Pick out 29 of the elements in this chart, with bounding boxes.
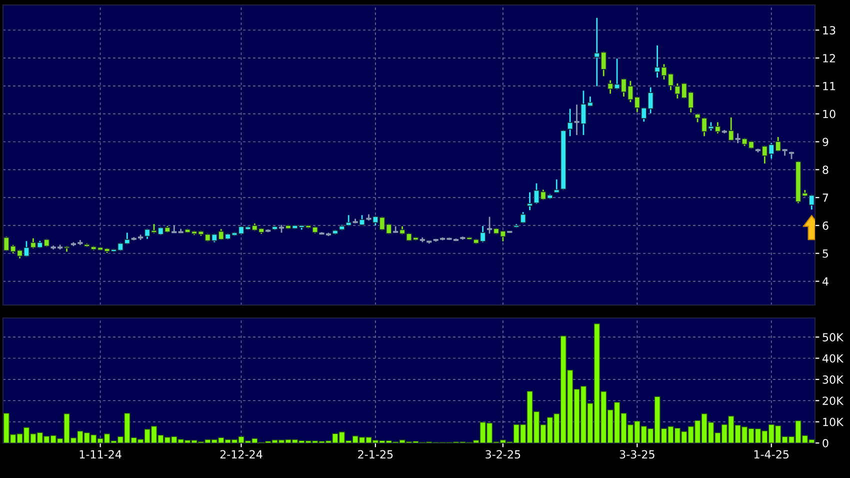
y-tick-label: 10K [823, 418, 844, 426]
x-tick-label: 2-1-25 [358, 450, 393, 459]
y-tick-label: 9 [822, 138, 828, 146]
y-tick-label: 0 [822, 438, 828, 448]
x-tick-label: 3-2-25 [486, 450, 520, 459]
y-tick-label: 12 [823, 54, 835, 62]
x-tick-label: 3-3-25 [620, 450, 654, 459]
candlestick [567, 108, 574, 137]
y-tick-label: 40K [822, 354, 844, 363]
candlestick [728, 116, 734, 142]
candlestick [554, 178, 560, 194]
y-tick-label: 8 [822, 166, 828, 174]
x-tick-label: 2-12-24 [220, 450, 262, 458]
y-tick-label: 5 [822, 249, 828, 258]
x-tick-label: 1-4-25 [754, 450, 789, 459]
y-tick-label: 10 [823, 110, 836, 118]
y-tick-label: 4 [822, 277, 828, 286]
y-tick-label: 6 [822, 221, 828, 230]
y-tick-label: 20K [822, 396, 844, 406]
y-tick-label: 11 [823, 82, 836, 90]
candlestick [573, 104, 580, 136]
candlestick [486, 216, 494, 234]
x-tick-label: 1-11-24 [80, 450, 122, 458]
y-tick-label: 7 [822, 194, 828, 202]
y-tick-label: 13 [823, 26, 836, 34]
candlestick [359, 214, 365, 226]
y-tick-label: 50K [822, 333, 844, 342]
y-tick-label: 30K [822, 375, 844, 384]
candlestick [734, 132, 742, 144]
